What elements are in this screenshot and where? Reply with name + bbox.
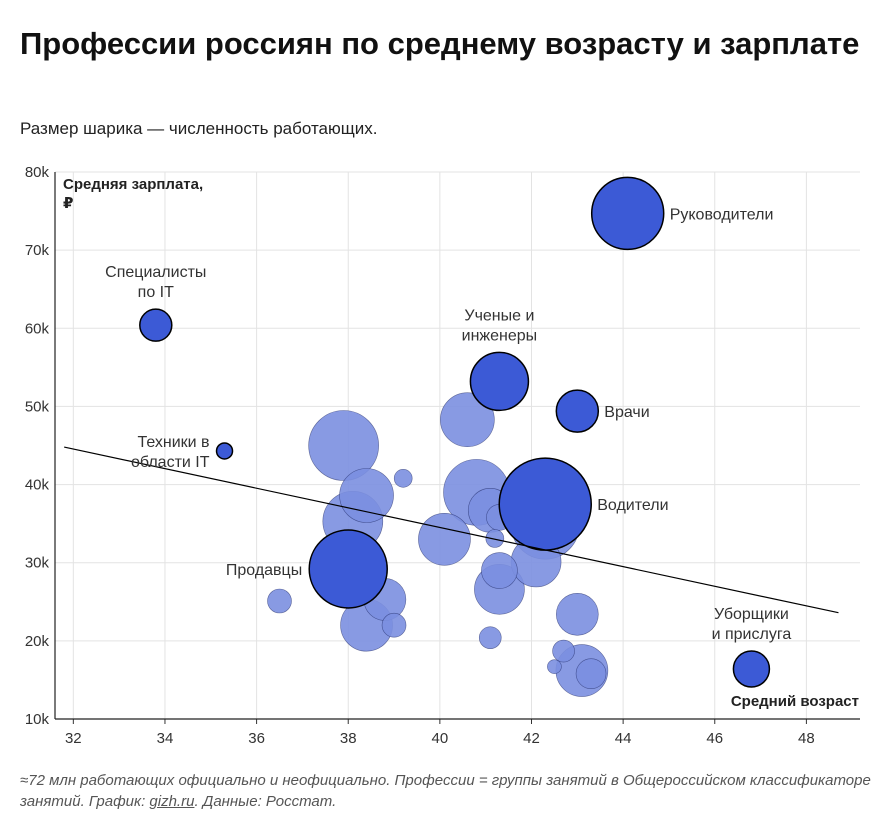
bubble xyxy=(485,529,505,548)
y-tick-label: 30k xyxy=(25,555,50,572)
bubbles xyxy=(139,176,771,697)
bubble-highlight xyxy=(732,650,771,688)
bubble xyxy=(575,658,607,689)
footnote-tail: . Данные: Росстат. xyxy=(194,793,337,810)
bubble-label: Ученые и инженеры xyxy=(462,307,538,344)
trend-line-group xyxy=(64,446,839,614)
bubble-label: Водители xyxy=(597,497,668,514)
bubble xyxy=(481,552,518,589)
bubble xyxy=(339,468,394,523)
x-tick-label: 44 xyxy=(615,730,632,747)
x-tick-label: 38 xyxy=(340,730,357,747)
bubble xyxy=(393,469,413,488)
y-tick-label: 50k xyxy=(25,398,50,415)
y-tick-label: 40k xyxy=(25,477,50,494)
bubble xyxy=(552,639,575,663)
x-tick-label: 40 xyxy=(432,730,449,747)
x-tick-label: 34 xyxy=(157,730,174,747)
bubble-label: Техники в области IT xyxy=(131,434,210,471)
x-tick-label: 42 xyxy=(523,730,540,747)
source-link[interactable]: gizh.ru xyxy=(149,793,195,810)
bubble-highlight xyxy=(469,351,530,412)
x-tick-label: 36 xyxy=(248,730,265,747)
x-tick-label: 46 xyxy=(706,730,723,747)
bubble xyxy=(547,659,562,674)
bubble xyxy=(556,592,599,636)
bubble xyxy=(267,588,292,614)
bubble-highlight xyxy=(139,308,173,342)
bubble-label: Руководители xyxy=(670,206,774,223)
bubble xyxy=(308,410,379,481)
bubble-highlight xyxy=(590,176,665,251)
grid xyxy=(55,171,860,719)
bubble-label: Продавцы xyxy=(226,562,302,579)
axes: 10k 20k 30k 40k 50k 60k 70k 80k 32 34 36 38 40 42 44 46… xyxy=(25,164,860,747)
bubble-label: Врачи xyxy=(604,404,649,421)
y-axis-label-currency: ₽ xyxy=(63,195,73,212)
bubble-label: Уборщики и прислуга xyxy=(712,606,792,643)
bubble xyxy=(418,512,471,566)
x-tick-label: 48 xyxy=(798,730,815,747)
bubble xyxy=(440,392,495,448)
bubble-highlight xyxy=(555,389,600,433)
y-tick-label: 80k xyxy=(25,164,50,181)
bubble-labels: Руководители Специалисты по IT Ученые и инже… xyxy=(105,206,791,643)
y-axis-label: Средняя зарплата, xyxy=(63,176,203,193)
trend-line xyxy=(64,446,839,614)
y-tick-label: 20k xyxy=(25,633,50,650)
footnote-text: ≈72 млн работающих официально и неофициа… xyxy=(20,772,871,810)
y-tick-label: 60k xyxy=(25,320,50,337)
chart-subtitle: Размер шарика — численность работающих. xyxy=(20,119,378,138)
y-tick-label: 10k xyxy=(25,711,50,728)
bubble-highlight xyxy=(498,457,592,551)
bubble xyxy=(478,626,502,650)
bubble-highlight xyxy=(215,442,234,460)
bubble-label: Специалисты по IT xyxy=(105,264,206,301)
bubble xyxy=(381,612,407,638)
y-tick-label: 70k xyxy=(25,242,50,259)
footnote: ≈72 млн работающих официально и неофициа… xyxy=(20,770,880,812)
x-axis-label: Средний возраст xyxy=(731,693,859,710)
chart-title: Профессии россиян по среднему возрасту и… xyxy=(20,26,860,61)
bubble-highlight xyxy=(308,529,388,609)
x-tick-label: 32 xyxy=(65,730,82,747)
